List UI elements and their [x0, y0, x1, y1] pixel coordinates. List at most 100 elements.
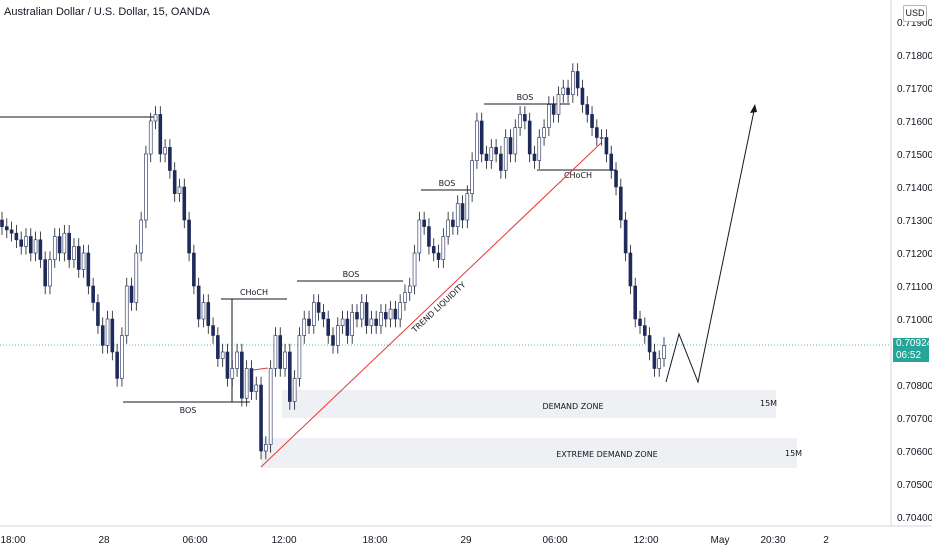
candle-body: [556, 94, 561, 115]
candle-body: [465, 193, 470, 221]
candle-body: [220, 351, 225, 359]
candle-body: [206, 302, 211, 326]
candle-body: [19, 239, 23, 247]
y-tick-label: 0.70500: [897, 480, 932, 491]
demand-zone-label: DEMAND ZONE: [542, 402, 603, 411]
candle-body: [595, 127, 599, 138]
x-tick-label: 18:00: [0, 535, 25, 546]
candle-body: [278, 335, 283, 369]
x-tick-label: 20:30: [760, 535, 785, 546]
candle-body: [518, 114, 522, 128]
extreme-demand-zone-tf: 15M: [785, 449, 802, 458]
candle-body: [446, 219, 450, 237]
candle-body: [216, 335, 220, 359]
candle-body: [374, 318, 378, 326]
candle-body: [585, 104, 590, 115]
candle-body: [288, 351, 292, 402]
candle-body: [91, 285, 95, 303]
choch-label-1: CHoCH: [240, 288, 268, 297]
candle-body: [321, 312, 326, 320]
candle-body: [48, 259, 52, 287]
candle-body: [14, 232, 19, 241]
candle-body: [398, 302, 402, 320]
y-tick-label: 0.71300: [897, 216, 932, 227]
candle-body: [28, 236, 33, 254]
choch-label-2: CHoCH: [564, 171, 592, 180]
y-tick-label: 0.71600: [897, 117, 932, 128]
candle-body: [383, 312, 388, 320]
candle-body: [580, 87, 585, 105]
candle-body: [254, 384, 259, 392]
candle-body: [532, 153, 537, 161]
projection-path[interactable]: [665, 105, 756, 384]
candle-body: [441, 236, 446, 260]
candle-body: [153, 114, 158, 122]
x-tick-label: 06:00: [542, 535, 567, 546]
candle-body: [177, 186, 182, 194]
trend-liquidity-line[interactable]: [260, 142, 602, 468]
candle-body: [24, 236, 28, 247]
candle-body: [72, 246, 76, 260]
candle-body: [76, 246, 81, 270]
extreme-demand-zone-box[interactable]: [261, 438, 797, 468]
candle-body: [249, 368, 254, 392]
currency-badge[interactable]: USD: [903, 5, 927, 22]
candle-body: [633, 285, 638, 320]
candle-body: [662, 345, 666, 359]
candle-body: [62, 232, 67, 254]
candle-body: [561, 87, 566, 95]
candle-body: [475, 120, 479, 161]
candle-body: [230, 368, 235, 379]
candle-body: [105, 318, 110, 346]
candle-body: [335, 325, 340, 346]
y-tick-label: 0.71900: [897, 18, 932, 29]
candle-body: [590, 114, 594, 128]
candle-body: [619, 186, 623, 221]
candle-body: [499, 153, 503, 171]
candle-body: [422, 219, 426, 227]
x-tick-label: 28: [98, 535, 110, 546]
x-tick-label: May: [711, 535, 730, 546]
candle-body: [331, 335, 335, 346]
candle-body: [537, 137, 542, 161]
y-tick-label: 0.71500: [897, 150, 932, 161]
candle-body: [302, 318, 307, 336]
candle-body: [604, 137, 609, 155]
candle-body: [273, 335, 278, 369]
y-tick-label: 0.71800: [897, 51, 932, 62]
candle-body: [326, 318, 331, 336]
candle-body: [345, 318, 350, 336]
candle-body: [571, 71, 575, 95]
candle-body: [643, 325, 647, 336]
demand-zone-box[interactable]: [282, 390, 776, 418]
candle-body: [225, 351, 230, 379]
x-axis-ticks: 18:00 28 06:00 12:00 18:00 29 06:00 12:00 May 20:…: [0, 535, 829, 546]
candle-body: [403, 292, 407, 303]
candle-body: [38, 239, 43, 260]
candle-body: [412, 252, 417, 287]
bar-countdown: 06:52: [896, 350, 922, 361]
candle-body: [455, 203, 460, 227]
candles: [0, 63, 666, 460]
candle-body: [4, 226, 9, 231]
candle-body: [129, 285, 134, 303]
candle-body: [527, 120, 532, 155]
candle-body: [479, 120, 484, 155]
candle-body: [307, 318, 311, 326]
candle-body: [652, 351, 657, 369]
candle-body: [609, 153, 614, 171]
candle-body: [144, 153, 148, 221]
candle-body: [67, 232, 71, 260]
candle-body: [379, 312, 383, 326]
x-tick-label: 12:00: [633, 535, 658, 546]
candle-body: [168, 147, 172, 171]
candle-body: [431, 246, 436, 254]
candle-body: [139, 219, 143, 254]
y-tick-label: 0.70800: [897, 381, 932, 392]
candle-body: [43, 259, 47, 287]
candle-body: [647, 335, 652, 353]
candle-body: [283, 351, 287, 369]
candle-body: [340, 318, 345, 326]
candle-body: [182, 186, 187, 221]
